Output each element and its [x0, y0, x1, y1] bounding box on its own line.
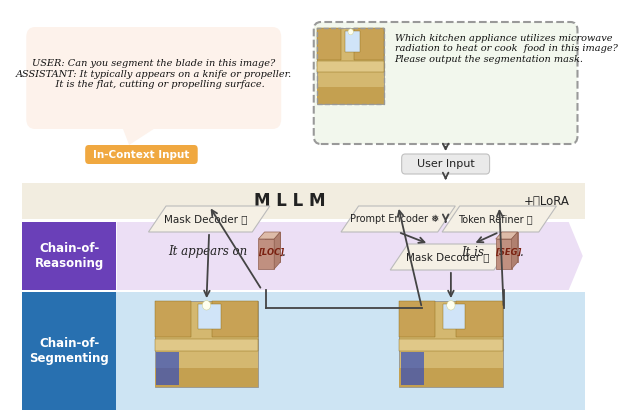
Bar: [22, 292, 116, 410]
Bar: [317, 61, 384, 72]
Bar: [317, 28, 384, 104]
Text: Chain-of-
Reasoning: Chain-of- Reasoning: [35, 242, 104, 270]
Text: Prompt Encoder ❅: Prompt Encoder ❅: [350, 214, 439, 224]
Polygon shape: [117, 222, 583, 290]
Polygon shape: [442, 206, 556, 232]
Bar: [22, 292, 584, 410]
Circle shape: [348, 29, 353, 35]
Polygon shape: [390, 244, 511, 270]
Bar: [399, 368, 503, 387]
Polygon shape: [502, 232, 518, 262]
Polygon shape: [496, 239, 511, 269]
Circle shape: [447, 301, 455, 310]
Text: Mask Decoder 🔥: Mask Decoder 🔥: [164, 214, 248, 224]
Text: In-Context Input: In-Context Input: [93, 150, 189, 159]
Bar: [22, 222, 116, 290]
Bar: [212, 301, 259, 337]
Polygon shape: [259, 239, 274, 269]
Bar: [155, 301, 191, 337]
FancyBboxPatch shape: [402, 154, 490, 174]
Polygon shape: [274, 232, 280, 269]
Polygon shape: [148, 206, 270, 232]
Text: USER: Can you segment the blade in this image?
ASSISTANT: It typically appears o: USER: Can you segment the blade in this …: [15, 59, 292, 89]
Text: .: .: [282, 246, 286, 258]
Bar: [346, 31, 360, 52]
Text: Which kitchen appliance utilizes microwave
radiation to heat or cook  food in th: Which kitchen appliance utilizes microwa…: [395, 34, 618, 64]
Bar: [22, 183, 584, 219]
Text: Token Refiner 🔥: Token Refiner 🔥: [458, 214, 533, 224]
Bar: [155, 339, 259, 351]
Bar: [399, 339, 503, 351]
Polygon shape: [496, 232, 518, 239]
Circle shape: [202, 301, 211, 310]
FancyBboxPatch shape: [26, 27, 281, 129]
Bar: [399, 301, 503, 387]
Bar: [456, 301, 503, 337]
Bar: [399, 301, 435, 337]
Polygon shape: [341, 206, 455, 232]
Text: It is: It is: [461, 246, 484, 258]
Text: M L L M: M L L M: [254, 192, 326, 210]
Bar: [155, 368, 259, 387]
Bar: [198, 304, 221, 328]
Polygon shape: [264, 232, 280, 262]
Polygon shape: [259, 232, 280, 239]
Bar: [317, 28, 384, 104]
Text: [LOC]: [LOC]: [258, 248, 284, 257]
Bar: [155, 301, 259, 387]
Bar: [22, 0, 584, 182]
Bar: [354, 28, 384, 60]
Text: Chain-of-
Segmenting: Chain-of- Segmenting: [29, 337, 109, 365]
Bar: [443, 304, 465, 328]
Text: It appears on: It appears on: [168, 246, 247, 258]
Polygon shape: [511, 232, 518, 269]
Text: +🔥LoRA: +🔥LoRA: [524, 194, 570, 208]
Bar: [317, 28, 340, 60]
Bar: [156, 352, 179, 385]
FancyBboxPatch shape: [314, 22, 577, 144]
Text: Mask Decoder 🔥: Mask Decoder 🔥: [406, 252, 489, 262]
Polygon shape: [123, 129, 154, 145]
FancyBboxPatch shape: [85, 145, 198, 164]
Text: .: .: [520, 246, 524, 258]
Text: User Input: User Input: [417, 159, 474, 169]
Bar: [401, 352, 424, 385]
Text: [SEG]: [SEG]: [495, 248, 521, 257]
Bar: [317, 87, 384, 104]
